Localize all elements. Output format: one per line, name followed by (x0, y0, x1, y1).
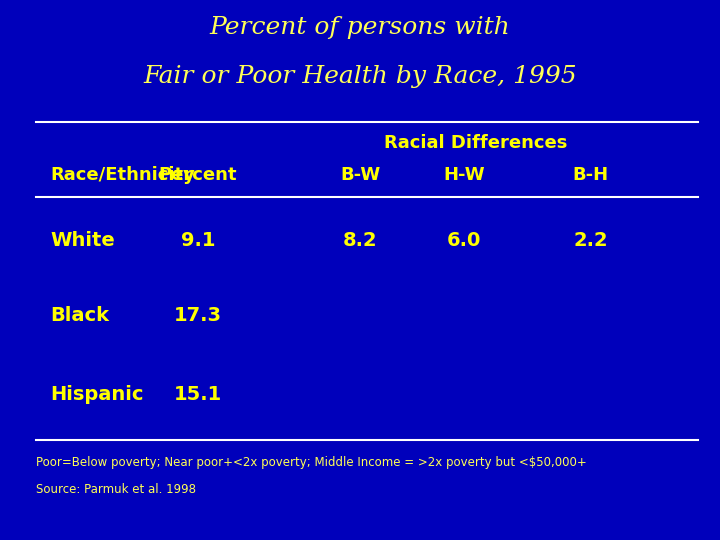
Text: Black: Black (50, 306, 109, 326)
Text: Racial Differences: Racial Differences (384, 134, 567, 152)
Text: Source: Parmuk et al. 1998: Source: Parmuk et al. 1998 (36, 483, 196, 496)
Text: 15.1: 15.1 (174, 384, 222, 404)
Text: 9.1: 9.1 (181, 231, 215, 250)
Text: B-W: B-W (340, 166, 380, 185)
Text: Hispanic: Hispanic (50, 384, 144, 404)
Text: Fair or Poor Health by Race, 1995: Fair or Poor Health by Race, 1995 (143, 65, 577, 88)
Text: 8.2: 8.2 (343, 231, 377, 250)
Text: Poor=Below poverty; Near poor+<2x poverty; Middle Income = >2x poverty but <$50,: Poor=Below poverty; Near poor+<2x povert… (36, 456, 587, 469)
Text: B-H: B-H (572, 166, 608, 185)
Text: 6.0: 6.0 (447, 231, 482, 250)
Text: 17.3: 17.3 (174, 306, 222, 326)
Text: 2.2: 2.2 (573, 231, 608, 250)
Text: White: White (50, 231, 115, 250)
Text: Percent: Percent (158, 166, 238, 185)
Text: Race/Ethnicity: Race/Ethnicity (50, 166, 195, 185)
Text: H-W: H-W (444, 166, 485, 185)
Text: Percent of persons with: Percent of persons with (210, 16, 510, 39)
